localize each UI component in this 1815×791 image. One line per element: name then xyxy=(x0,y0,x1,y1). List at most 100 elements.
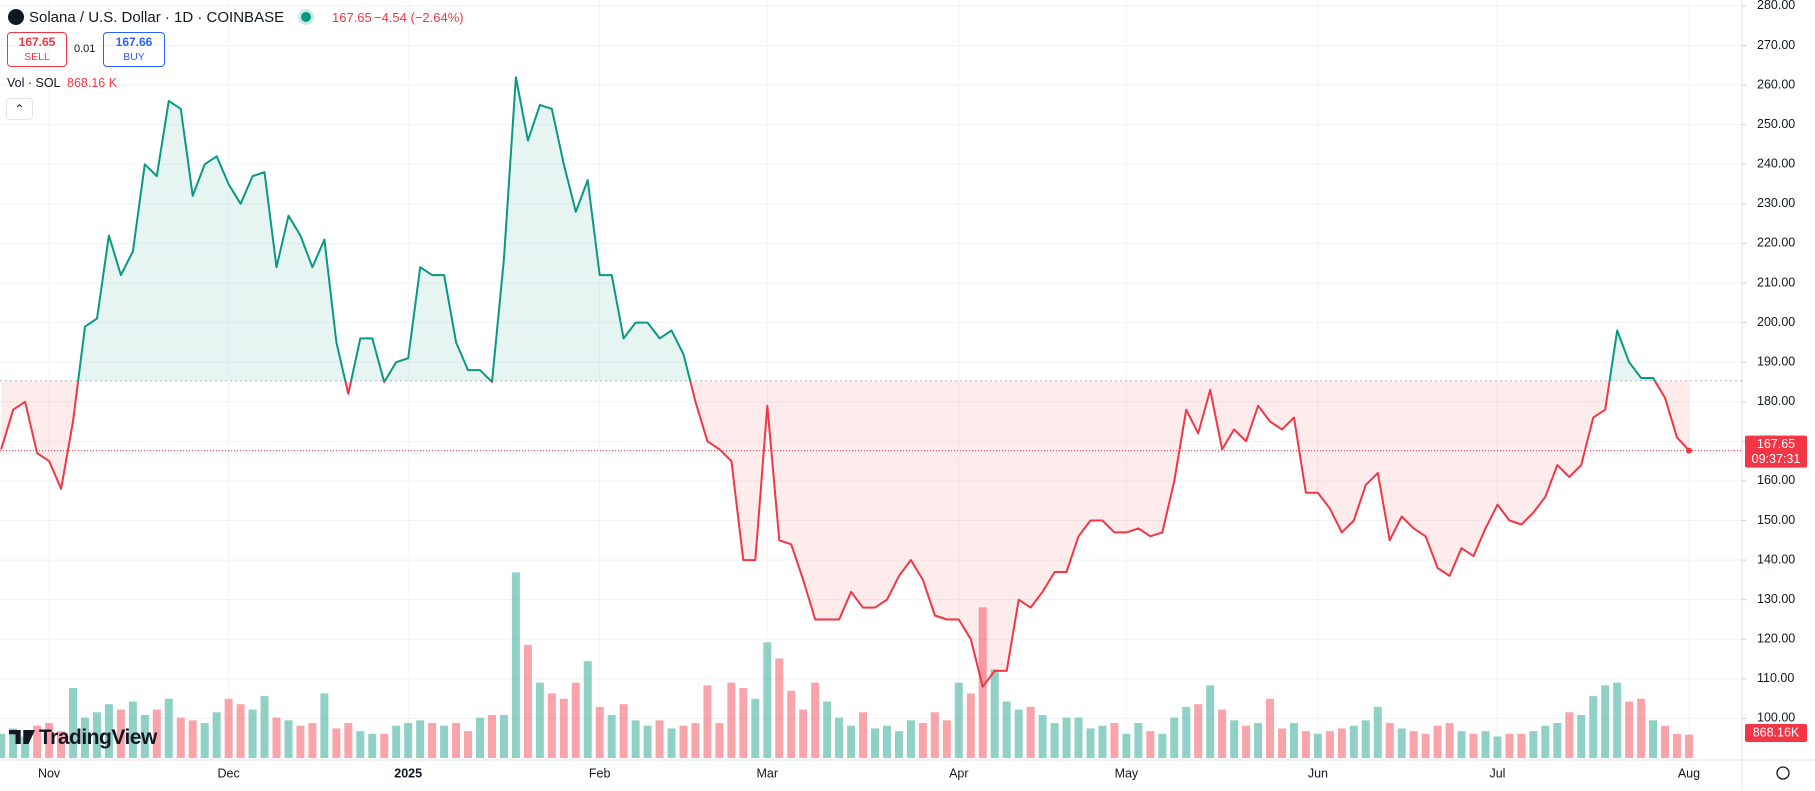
volume-bar xyxy=(1218,709,1227,758)
volume-title[interactable]: Vol · SOL xyxy=(7,76,61,90)
volume-bar xyxy=(0,733,6,758)
x-tick-label: Nov xyxy=(38,766,61,780)
sell-price: 167.65 xyxy=(18,35,56,49)
volume-bar xyxy=(476,717,484,758)
volume-bar xyxy=(1505,733,1514,758)
volume-bar xyxy=(368,733,377,758)
volume-bar xyxy=(236,704,245,758)
logo[interactable]: TradingView xyxy=(9,726,157,750)
y-tick-label: 160.00 xyxy=(1757,473,1795,487)
volume-bar xyxy=(464,731,473,758)
volume-bar xyxy=(1254,723,1263,758)
sell-label: SELL xyxy=(24,51,50,63)
volume-badge-value: 868.16K xyxy=(1753,725,1800,739)
x-tick-label: Feb xyxy=(589,766,611,780)
x-tick-label: 2025 xyxy=(394,766,422,780)
volume-bar xyxy=(918,723,927,758)
volume-bar xyxy=(1481,731,1490,758)
settings-icon[interactable] xyxy=(1776,766,1790,780)
collapse-button[interactable]: ⌃ xyxy=(6,98,33,120)
volume-bar xyxy=(1649,720,1658,758)
y-tick-label: 220.00 xyxy=(1757,236,1795,250)
volume-bar xyxy=(715,723,724,758)
volume-bar xyxy=(1194,704,1203,758)
y-tick-label: 110.00 xyxy=(1757,671,1794,685)
volume-bar xyxy=(344,723,353,758)
volume-bar xyxy=(966,693,975,758)
volume-bar xyxy=(404,723,413,758)
volume-bar xyxy=(1613,682,1622,758)
volume-bar xyxy=(212,712,221,758)
volume-bar xyxy=(1565,712,1574,758)
volume-bar xyxy=(416,720,425,758)
sell-button[interactable]: 167.65 SELL xyxy=(7,32,67,67)
volume-bar xyxy=(535,682,544,758)
volume-bar xyxy=(1050,723,1059,758)
y-tick-label: 130.00 xyxy=(1757,592,1795,606)
price-badge-countdown: 09:37:31 xyxy=(1752,452,1801,466)
buy-label: BUY xyxy=(123,51,145,63)
symbol-icon[interactable] xyxy=(8,9,24,25)
volume-bar xyxy=(21,736,30,758)
price-line xyxy=(0,76,1690,688)
volume-bar xyxy=(152,709,161,758)
volume-bar xyxy=(69,688,78,758)
y-tick-label: 250.00 xyxy=(1757,117,1795,131)
volume-bar xyxy=(906,720,915,758)
volume-bar xyxy=(559,698,568,758)
volume-bar xyxy=(643,725,652,758)
volume-bar xyxy=(284,720,293,758)
volume-bar xyxy=(1002,701,1011,758)
volume-bar xyxy=(260,696,269,758)
volume-bar xyxy=(1038,714,1047,758)
buy-button[interactable]: 167.66 BUY xyxy=(103,32,165,67)
volume-bar xyxy=(607,714,616,758)
volume-bar xyxy=(1445,723,1454,758)
volume-bar xyxy=(1661,725,1670,758)
volume-bar xyxy=(1601,685,1610,758)
volume-bar xyxy=(823,701,832,758)
y-tick-label: 140.00 xyxy=(1757,552,1795,566)
volume-bar xyxy=(631,720,640,758)
y-tick-label: 120.00 xyxy=(1757,632,1795,646)
volume-bar xyxy=(224,698,233,758)
volume-bar xyxy=(1433,725,1442,758)
price-change: −4.54 (−2.64%) xyxy=(374,10,464,25)
last-price-dot xyxy=(1685,447,1692,454)
market-status[interactable] xyxy=(301,12,311,22)
volume-bar xyxy=(1469,733,1478,758)
spread: 0.01 xyxy=(74,43,96,55)
volume-bar xyxy=(954,682,963,758)
volume-bar xyxy=(1182,706,1191,758)
volume-bar xyxy=(811,682,820,758)
volume-bar xyxy=(571,682,580,758)
volume-bar xyxy=(511,572,520,758)
volume-bar xyxy=(882,725,891,758)
volume-bar xyxy=(1146,731,1155,758)
volume-bar xyxy=(1373,706,1382,758)
volume-bar xyxy=(1206,685,1215,758)
volume-bar xyxy=(751,698,760,758)
volume-bar xyxy=(739,688,748,758)
volume-bar xyxy=(1289,723,1298,758)
volume-bar xyxy=(440,725,449,758)
volume-bar xyxy=(595,706,604,758)
volume-bar xyxy=(894,731,903,758)
y-tick-label: 230.00 xyxy=(1757,196,1795,210)
y-tick-label: 280.00 xyxy=(1757,0,1795,12)
volume-bar xyxy=(320,693,329,758)
volume-bar xyxy=(1577,714,1586,758)
volume-bar xyxy=(1397,728,1406,758)
volume-bar xyxy=(116,709,125,758)
volume-bar xyxy=(990,669,999,758)
x-tick-label: Aug xyxy=(1678,766,1700,780)
symbol-title[interactable]: Solana / U.S. Dollar · 1D · COINBASE xyxy=(29,9,285,26)
logo-text: TradingView xyxy=(39,726,157,749)
volume-bar xyxy=(679,725,688,758)
volume-bar xyxy=(92,712,101,758)
volume-bar xyxy=(930,712,939,758)
volume-bar xyxy=(57,731,66,758)
volume-bar xyxy=(164,698,173,758)
